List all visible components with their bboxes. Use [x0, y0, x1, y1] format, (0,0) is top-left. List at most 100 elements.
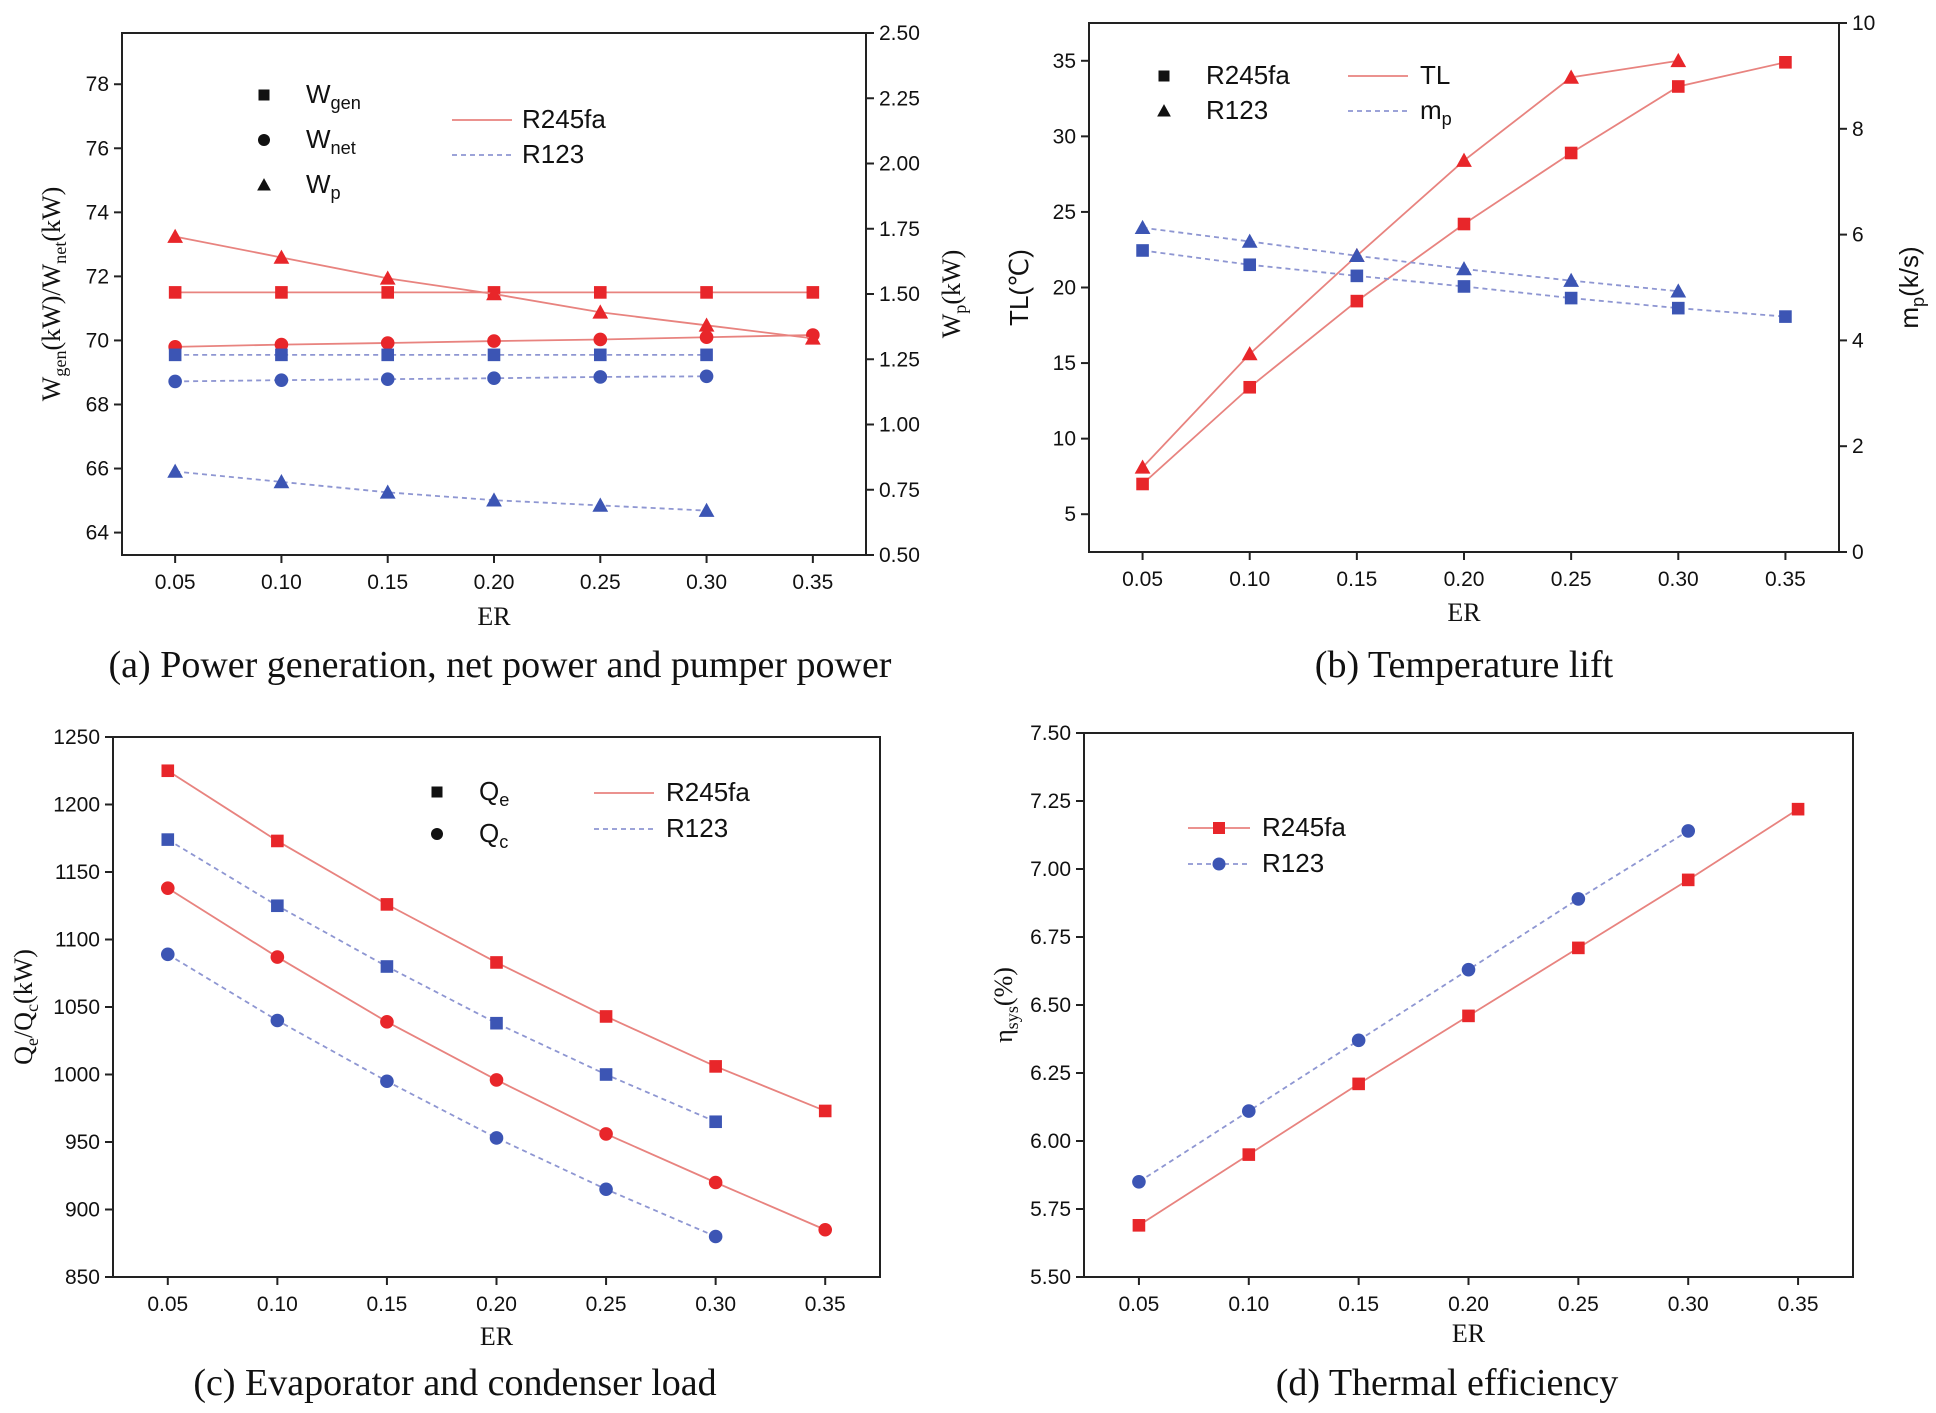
chart-panel-4: 0.05 0.10 0.15 0.20 0.25 0.30 0.35 5.50 5.75 6.00…	[989, 722, 1854, 1404]
data-point	[593, 370, 608, 384]
data-point	[1779, 310, 1792, 323]
x-tick-label: 0.15	[367, 571, 408, 594]
y-tick-label: 7.50	[1030, 722, 1071, 745]
data-point	[599, 1127, 613, 1141]
y-tick-label: 1100	[55, 929, 100, 952]
data-point	[1564, 291, 1578, 305]
x-tick-label: 0.10	[261, 571, 302, 594]
y-tick-label: 10	[1053, 428, 1076, 451]
series-line	[1141, 59, 1679, 468]
y-tick-label: 74	[86, 201, 110, 224]
data-point	[1563, 69, 1580, 84]
legend-marker-0	[1213, 822, 1225, 834]
data-point	[1350, 294, 1364, 308]
x-tick-label: 0.35	[792, 571, 833, 594]
x-tick-label: 0.30	[695, 1293, 736, 1316]
series-r123	[1132, 824, 1696, 1189]
y2-tick-label: 1.75	[879, 218, 920, 241]
data-point	[599, 1068, 613, 1081]
x-axis-label: ER	[1452, 1319, 1486, 1348]
y-tick-label: 5.50	[1030, 1266, 1071, 1289]
legend-symbol-marker-1	[258, 134, 270, 146]
figure-caption: (c) Evaporator and condenser load	[193, 1362, 716, 1404]
data-point	[1681, 824, 1696, 838]
data-point	[1681, 873, 1695, 887]
x-tick-label: 0.05	[1118, 1293, 1159, 1316]
x-tick-label: 0.15	[1338, 1293, 1379, 1316]
data-point	[1241, 1104, 1256, 1118]
series-r245fa-q-e	[161, 764, 832, 1118]
data-point	[1132, 1175, 1146, 1189]
data-point	[160, 881, 175, 895]
data-point	[1348, 247, 1365, 263]
x-tick-label: 0.25	[1551, 568, 1592, 591]
series-r245fa-tl	[1136, 55, 1792, 491]
data-point	[1243, 258, 1257, 272]
data-point	[490, 1016, 503, 1030]
data-point	[818, 1222, 833, 1237]
series-r245fa-q-c	[160, 881, 833, 1237]
data-point	[270, 1013, 285, 1028]
legend: Qe Qc R245fa R123	[431, 776, 750, 852]
y-tick-label: 30	[1053, 125, 1076, 148]
x-tick-label: 0.15	[366, 1293, 407, 1316]
data-point	[1352, 1077, 1365, 1091]
data-point	[380, 336, 395, 350]
y2-tick-label: 10	[1852, 12, 1875, 35]
data-point	[486, 286, 502, 301]
y-tick-label: 850	[65, 1266, 100, 1289]
x-tick-label: 0.10	[257, 1293, 298, 1316]
data-point	[380, 960, 394, 973]
data-point	[380, 1015, 394, 1029]
data-point	[168, 374, 182, 389]
y2-tick-label: 2.50	[879, 22, 920, 45]
data-point	[698, 317, 715, 332]
y-tick-label: 7.25	[1030, 790, 1071, 813]
data-point	[161, 833, 175, 846]
y2-tick-label: 4	[1852, 329, 1864, 352]
data-point	[489, 1073, 504, 1087]
y-axis-label: ηsys(%)	[989, 967, 1022, 1043]
data-point	[275, 348, 288, 362]
x-axis-label: ER	[477, 602, 511, 631]
data-point	[1779, 55, 1792, 69]
y2-tick-label: 1.00	[879, 414, 920, 437]
legend-line-label-0: R245fa	[666, 777, 750, 807]
legend-line-label-0: TL	[1420, 60, 1450, 90]
y-tick-label: 950	[65, 1131, 100, 1154]
data-point	[1572, 941, 1585, 955]
legend: R245fa R123	[1188, 812, 1346, 878]
y-tick-label: 6.25	[1030, 1062, 1071, 1085]
data-point	[379, 484, 396, 499]
x-tick-label: 0.30	[686, 571, 727, 594]
y-tick-label: 66	[86, 458, 109, 481]
data-point	[380, 1074, 394, 1089]
series-line	[1138, 830, 1689, 1183]
data-point	[1134, 459, 1151, 474]
y-tick-label: 1250	[53, 726, 100, 749]
data-point	[1457, 280, 1471, 293]
x-tick-label: 0.20	[1448, 1293, 1489, 1316]
x-tick-label: 0.10	[1228, 1293, 1269, 1316]
data-point	[1243, 380, 1257, 394]
legend-symbol-label-1: Qc	[479, 818, 508, 852]
data-point	[593, 286, 607, 299]
data-point	[487, 371, 501, 386]
data-point	[699, 369, 714, 384]
legend-symbol-marker-2	[257, 178, 271, 191]
data-point	[275, 286, 288, 299]
y2-tick-label: 0	[1852, 541, 1864, 564]
data-point	[1241, 233, 1258, 248]
y2-tick-label: 2	[1852, 435, 1864, 458]
data-point	[1462, 1009, 1475, 1023]
data-point	[489, 1131, 504, 1145]
data-point	[271, 899, 284, 913]
legend-marker-1	[1212, 857, 1226, 871]
legend-symbol-label-0: R245fa	[1206, 60, 1290, 90]
legend-symbol-marker-0	[258, 89, 270, 101]
chart-panel-3: 0.05 0.10 0.15 0.20 0.25 0.30 0.35 850 900 950 100…	[9, 726, 881, 1404]
x-tick-label: 0.35	[1765, 568, 1806, 591]
series-r123-w-gen	[168, 348, 713, 362]
series-r123-w-net	[168, 369, 714, 389]
